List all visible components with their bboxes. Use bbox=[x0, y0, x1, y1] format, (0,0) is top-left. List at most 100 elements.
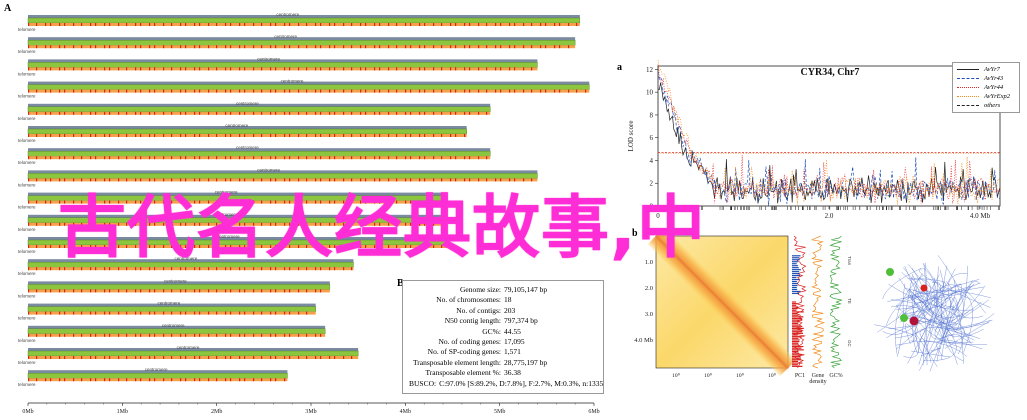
gene-mark bbox=[104, 111, 106, 115]
stat-key: No. of chromosomes: bbox=[436, 295, 501, 305]
gene-mark bbox=[306, 222, 308, 226]
gene-mark bbox=[289, 267, 291, 271]
gene-mark bbox=[199, 134, 201, 137]
gene-mark bbox=[180, 134, 182, 137]
gene-mark bbox=[244, 356, 246, 359]
gene-mark bbox=[450, 134, 452, 137]
gene-mark bbox=[360, 222, 362, 226]
gene-mark bbox=[329, 23, 331, 26]
gene-mark bbox=[464, 89, 466, 93]
chromatin-fiber bbox=[887, 295, 920, 302]
gene-mark bbox=[50, 222, 52, 226]
gene-mark bbox=[261, 156, 263, 160]
gene-mark bbox=[180, 23, 182, 26]
gene-mark bbox=[531, 67, 533, 71]
gene-mark bbox=[433, 156, 435, 160]
gene-mark bbox=[495, 23, 497, 26]
gene-mark bbox=[50, 23, 52, 26]
gene-mark bbox=[388, 156, 390, 160]
gene-mark bbox=[199, 156, 201, 160]
x-axis-tick-label: 3Mb bbox=[305, 409, 316, 415]
gene-mark bbox=[239, 23, 241, 26]
gene-mark bbox=[433, 111, 435, 115]
chromatin-fiber bbox=[913, 276, 982, 318]
chromosome-row: telomere centromere bbox=[18, 278, 331, 298]
gene-mark bbox=[118, 67, 120, 71]
stat-row: GC%: 44.55 bbox=[409, 327, 597, 337]
stat-row: No. of chromosomes: 18 bbox=[409, 295, 597, 305]
gene-mark bbox=[298, 45, 300, 49]
gene-mark bbox=[180, 356, 182, 359]
gene-mark bbox=[230, 67, 232, 71]
gene-mark bbox=[81, 289, 83, 293]
gene-mark bbox=[149, 356, 151, 359]
gene-mark bbox=[433, 67, 435, 71]
gene-mark bbox=[126, 356, 128, 359]
stat-value: 17,095 bbox=[504, 337, 525, 347]
gene-mark bbox=[28, 311, 30, 315]
legend-label: AvYr43 bbox=[984, 75, 1004, 82]
gene-mark bbox=[320, 333, 322, 337]
gene-mark bbox=[275, 89, 277, 93]
chromosome-row: telomere centromere bbox=[18, 167, 538, 187]
gene-mark bbox=[486, 178, 488, 182]
gene-mark bbox=[455, 178, 457, 182]
gene-mark bbox=[104, 45, 106, 49]
gene-mark bbox=[95, 200, 97, 204]
gene-mark bbox=[208, 45, 210, 49]
gene-mark bbox=[306, 356, 308, 359]
chromosome-band-top bbox=[28, 281, 330, 285]
gene-mark bbox=[199, 111, 201, 115]
gene-mark bbox=[45, 245, 47, 248]
gene-mark bbox=[239, 134, 241, 137]
gene-mark bbox=[28, 111, 30, 115]
gene-mark bbox=[343, 67, 345, 71]
gene-mark bbox=[270, 378, 272, 382]
gene-mark bbox=[36, 267, 38, 271]
chromosome-band-top bbox=[28, 103, 491, 107]
gene-mark bbox=[64, 178, 66, 182]
gene-mark bbox=[388, 45, 390, 49]
gene-mark bbox=[149, 289, 151, 293]
gene-mark bbox=[329, 222, 331, 226]
gene-mark bbox=[261, 89, 263, 93]
gene-mark bbox=[126, 200, 128, 204]
chromatin-fiber bbox=[885, 290, 991, 326]
y-axis-tick-label: 8 bbox=[650, 111, 654, 119]
stat-key: No. of SP-coding genes: bbox=[427, 347, 501, 357]
gene-mark bbox=[90, 200, 92, 204]
gene-mark bbox=[118, 200, 120, 204]
gene-mark bbox=[154, 67, 156, 71]
gene-mark bbox=[320, 245, 322, 248]
panel-c-label: a bbox=[617, 62, 622, 73]
gene-mark bbox=[270, 45, 272, 49]
gene-mark bbox=[73, 111, 75, 115]
gene-mark bbox=[410, 89, 412, 93]
gene-mark bbox=[199, 311, 201, 315]
gene-mark bbox=[163, 311, 165, 315]
gene-mark bbox=[261, 267, 263, 271]
gene-mark bbox=[410, 200, 412, 204]
gene-mark bbox=[149, 156, 151, 160]
lod-score-plot: CYR34, Chr7 0 2 4 6 8 10 12 LOD score 0 2.0 4.0 Mb bbox=[627, 59, 1001, 220]
gene-mark bbox=[253, 67, 255, 71]
gene-mark bbox=[73, 378, 75, 382]
gene-mark bbox=[261, 45, 263, 49]
gene-mark bbox=[239, 156, 241, 160]
gene-mark bbox=[289, 245, 291, 248]
gene-mark bbox=[64, 156, 66, 160]
legend-label: AvYr44 bbox=[984, 84, 1004, 91]
gene-mark bbox=[50, 245, 52, 248]
gene-mark bbox=[554, 23, 556, 26]
gene-mark bbox=[208, 222, 210, 226]
gene-mark bbox=[343, 267, 345, 271]
gene-mark bbox=[104, 378, 106, 382]
gene-mark bbox=[270, 356, 272, 359]
gene-mark bbox=[45, 200, 47, 204]
genomic-track-line bbox=[810, 235, 826, 369]
gene-mark bbox=[478, 111, 480, 115]
gene-mark bbox=[73, 245, 75, 248]
gene-mark bbox=[374, 67, 376, 71]
chromosome-row: telomere centromere bbox=[18, 56, 538, 76]
gene-mark bbox=[424, 134, 426, 137]
